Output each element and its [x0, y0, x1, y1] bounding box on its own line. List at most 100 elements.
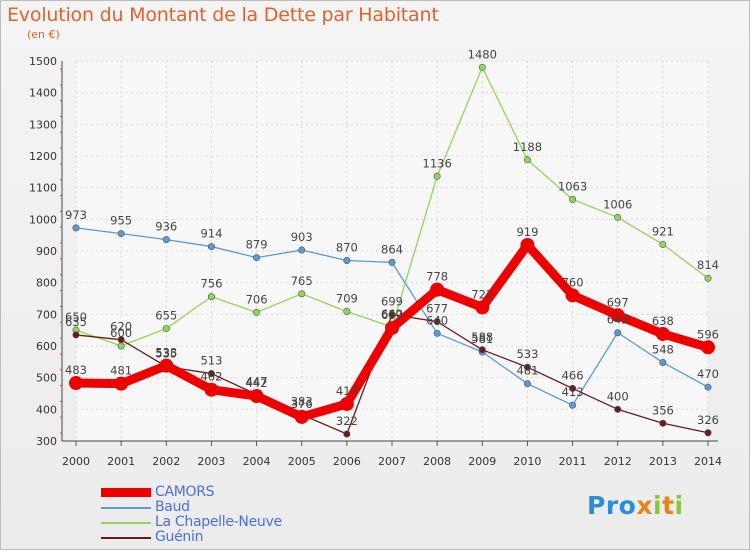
proxiti-logo: Proxiti	[587, 491, 684, 520]
data-label: 921	[652, 224, 674, 238]
x-tick-label: 2009	[468, 455, 496, 468]
y-tick-label: 1000	[29, 213, 57, 226]
data-label: 1188	[513, 140, 542, 154]
data-label: 535	[155, 347, 177, 361]
chart-unit: (en €)	[27, 28, 60, 41]
x-tick-label: 2006	[333, 455, 361, 468]
data-label: 655	[155, 309, 177, 323]
x-tick-label: 2007	[378, 455, 406, 468]
data-point-0	[701, 340, 715, 355]
y-tick-label: 600	[36, 340, 57, 353]
y-tick-label: 1300	[29, 118, 57, 131]
data-label: 936	[155, 220, 177, 234]
data-label: 376	[291, 397, 313, 411]
data-point-2	[253, 308, 261, 316]
data-point-1	[523, 380, 531, 388]
data-label: 596	[697, 327, 719, 341]
data-point-3	[523, 363, 531, 371]
data-label: 914	[200, 227, 222, 241]
data-label: 697	[607, 295, 629, 309]
data-label: 620	[110, 320, 132, 334]
data-label: 481	[110, 364, 132, 378]
data-point-3	[72, 331, 80, 339]
data-label: 400	[607, 389, 629, 403]
data-label: 903	[291, 230, 313, 244]
data-label: 462	[200, 370, 222, 384]
legend-label: La Chapelle-Neuve	[155, 514, 282, 530]
data-point-0	[385, 320, 399, 335]
x-tick-label: 2010	[513, 455, 541, 468]
data-point-1	[72, 224, 80, 232]
data-label: 642	[607, 313, 629, 327]
data-label: 973	[65, 208, 87, 222]
data-label: 677	[426, 302, 448, 316]
x-tick-label: 2013	[649, 455, 677, 468]
data-label: 919	[516, 225, 538, 239]
data-label: 383	[291, 395, 313, 409]
data-point-1	[298, 246, 306, 254]
data-label: 706	[246, 292, 268, 306]
data-point-1	[659, 358, 667, 366]
data-point-2	[433, 172, 441, 180]
data-point-0	[565, 288, 580, 303]
legend-label: Guénin	[155, 529, 204, 545]
data-point-3	[207, 370, 215, 378]
data-label: 533	[516, 347, 538, 361]
data-label: 417	[336, 384, 358, 398]
data-label: 588	[471, 330, 493, 344]
legend-label: CAMORS	[155, 484, 215, 500]
data-point-1	[253, 254, 261, 262]
x-tick-label: 2005	[288, 455, 316, 468]
data-point-2	[614, 213, 622, 221]
y-tick-label: 500	[36, 372, 57, 385]
x-tick-label: 2001	[107, 455, 135, 468]
data-label: 1480	[468, 47, 497, 61]
data-point-0	[204, 382, 219, 397]
chart-title: Evolution du Montant de la Dette par Hab…	[7, 4, 439, 26]
data-point-1	[433, 329, 441, 337]
data-point-3	[478, 346, 486, 354]
data-point-0	[610, 308, 625, 323]
y-tick-label: 900	[36, 245, 57, 258]
data-point-0	[430, 282, 445, 297]
x-tick-label: 2012	[604, 455, 632, 468]
y-tick-label: 1400	[29, 87, 57, 100]
data-label: 650	[65, 310, 87, 324]
legend-swatch	[101, 507, 151, 509]
data-point-1	[117, 230, 125, 238]
y-tick-label: 1200	[29, 150, 57, 163]
data-point-0	[475, 300, 490, 315]
data-label: 778	[426, 270, 448, 284]
data-label: 1136	[423, 156, 452, 170]
data-point-1	[704, 383, 712, 391]
data-label: 1006	[603, 197, 632, 211]
data-point-0	[655, 326, 670, 341]
data-point-1	[569, 401, 577, 409]
data-label: 660	[381, 307, 403, 321]
data-label: 466	[562, 368, 584, 382]
data-label: 322	[336, 414, 358, 428]
y-tick-label: 400	[36, 403, 57, 416]
data-label: 765	[291, 274, 313, 288]
data-label: 538	[155, 346, 177, 360]
data-label: 657	[381, 308, 403, 322]
data-point-1	[614, 329, 622, 337]
data-label: 814	[697, 258, 719, 272]
data-label: 581	[471, 332, 493, 346]
data-label: 413	[562, 385, 584, 399]
legend-swatch	[101, 537, 151, 539]
data-label: 864	[381, 242, 403, 256]
data-point-2	[207, 293, 215, 301]
data-point-1	[207, 243, 215, 251]
data-point-3	[388, 311, 396, 319]
legend-swatch	[101, 488, 151, 497]
data-point-2	[569, 195, 577, 203]
legend-label: Baud	[155, 499, 190, 515]
data-point-0	[159, 358, 174, 373]
data-point-1	[162, 236, 170, 244]
data-label: 870	[336, 241, 358, 255]
data-label: 955	[110, 214, 132, 228]
x-tick-label: 2002	[152, 455, 180, 468]
